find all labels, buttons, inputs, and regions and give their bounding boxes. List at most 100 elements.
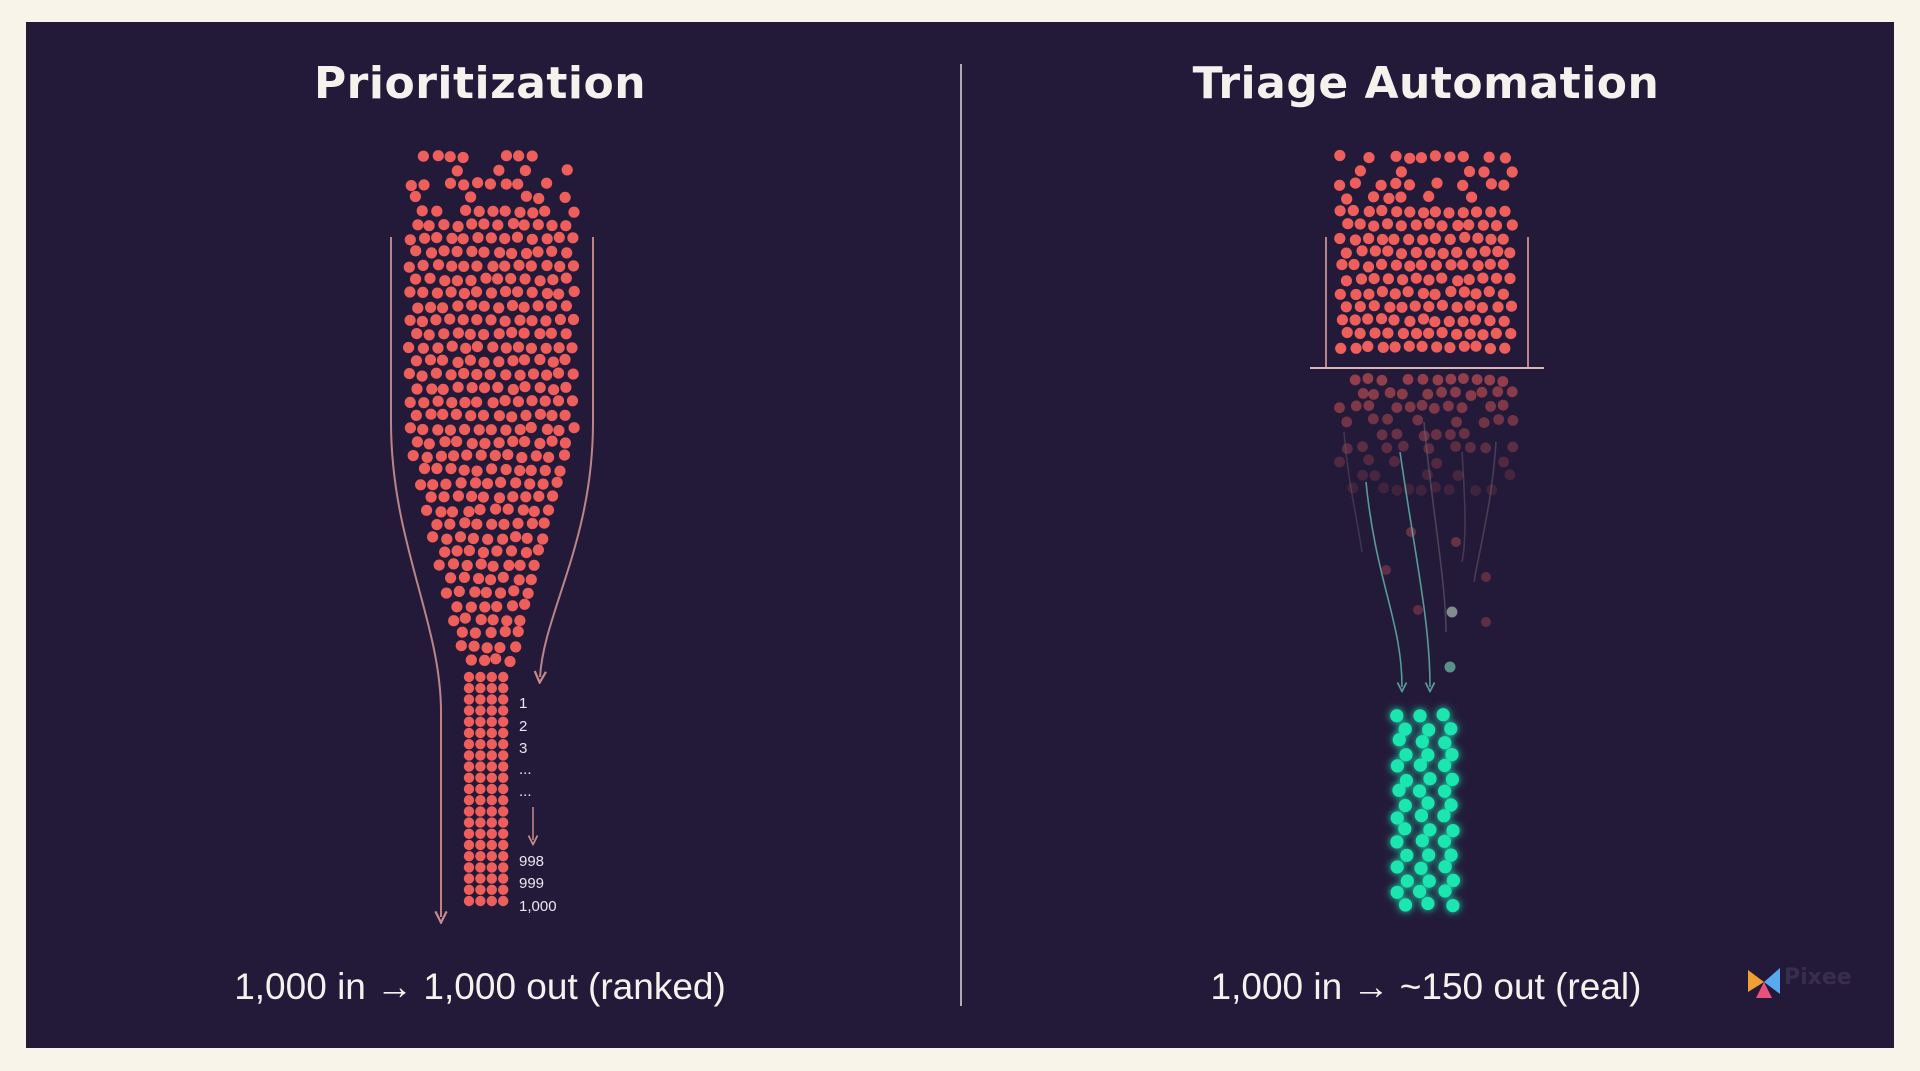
prioritization-dot [560,381,572,393]
triage-incoming-dot [1472,232,1484,244]
prioritization-dot [467,532,479,545]
prioritization-dot [513,574,525,586]
triage-filtered-dot [1415,484,1427,496]
prioritization-dot [477,409,490,421]
prioritization-dot [511,231,524,243]
triage-filtered-dot [1492,386,1504,398]
triage-incoming-dot [1376,233,1389,246]
prioritization-dot [499,205,511,217]
prioritization-dot [452,490,464,502]
triage-incoming-dot [1376,286,1388,298]
prioritization-dot [404,314,416,326]
triage-incoming-dot [1390,259,1402,271]
prioritization-dot [541,369,553,381]
prioritization-dot [457,151,469,164]
rank-label-3: 3 [519,740,527,757]
prioritization-dot [403,368,415,380]
prioritization-dot [478,246,490,258]
triage-incoming-dot [1505,300,1518,312]
triage-incoming-dot [1477,219,1489,231]
triage-real-dot [1421,748,1435,762]
prioritization-dot [453,585,465,598]
triage-filtered-dot [1334,456,1345,468]
triage-incoming-dot [1423,190,1435,202]
prioritization-dot [499,233,511,245]
triage-filtered-dot [1428,403,1440,414]
prioritization-dot [492,381,504,393]
ranked-dot [498,884,509,895]
prioritization-dot [487,341,499,353]
prioritization-dot [423,220,435,232]
prioritization-dot [546,409,558,422]
triage-incoming-dot [1484,258,1496,270]
triage-real-dot [1446,873,1460,888]
prioritization-dot [475,614,487,626]
prioritization-dot [455,640,467,652]
ranked-dot [475,716,486,727]
prioritization-dot [417,286,429,298]
prioritization-dot [502,503,514,515]
triage-incoming-dot [1443,315,1455,328]
prioritization-dot [432,395,444,407]
triage-filtered-dot [1498,456,1509,468]
prioritization-dot [470,286,483,298]
prioritization-dot [463,545,475,557]
triage-incoming-dot [1395,166,1407,178]
prioritization-dot [440,587,452,599]
prioritization-dot [458,571,470,584]
prioritization-dot [518,327,530,339]
prioritization-dot [470,477,482,489]
prioritization-dot [445,286,457,298]
prioritization-dot [499,395,511,407]
triage-real-dot [1390,759,1404,773]
prioritization-dot [566,395,579,407]
prioritization-dot [519,165,531,177]
triage-incoming-dot [1485,233,1497,245]
triage-incoming-dot [1499,152,1511,164]
triage-real-dot [1398,822,1412,836]
triage-incoming-dot [1459,231,1471,243]
triage-incoming-dot [1363,232,1375,245]
triage-real-dot [1415,834,1429,848]
triage-incoming-dot [1334,232,1346,245]
prioritization-dot [553,231,565,243]
ranked-dot [475,851,486,862]
ranked-dot [463,851,475,862]
triage-incoming-dot [1335,342,1347,354]
triage-filtered-dot [1384,387,1396,399]
prioritization-dot [438,245,450,257]
triage-real-dot [1399,773,1413,788]
prioritization-dot [456,626,468,638]
triage-real-dot [1390,709,1404,723]
prioritization-dot [505,273,517,285]
prioritization-dot [506,326,518,339]
prioritization-dot [452,220,464,233]
prioritization-dot [471,465,483,477]
triage-filtered-dot [1450,441,1461,452]
triage-real-dot [1398,722,1412,736]
triage-incoming-dot [1356,245,1368,257]
prioritization-dot [478,300,490,312]
triage-filtered-dot [1432,374,1444,386]
prioritization-dot [499,626,511,638]
prioritization-dot [546,435,558,447]
prioritization-dot [411,436,423,448]
prioritization-dot [493,356,505,368]
prioritization-dot [451,545,463,557]
prioritization-dot [466,490,478,502]
prioritization-dot [481,478,494,490]
prioritization-dot [478,328,490,341]
prioritization-dot [471,314,483,326]
prioritization-dot [525,421,537,434]
prioritization-dot [541,177,553,189]
prioritization-dot [471,396,483,408]
prioritization-dot [487,560,499,572]
triage-incoming-dot [1403,179,1416,191]
prioritization-dot [568,422,580,434]
prioritization-dot [508,585,520,597]
prioritization-dot [547,274,559,286]
prioritization-dot [512,396,524,408]
prioritization-dot [566,342,578,354]
triage-filtered-dot [1357,469,1368,481]
triage-incoming-dot [1464,328,1476,340]
